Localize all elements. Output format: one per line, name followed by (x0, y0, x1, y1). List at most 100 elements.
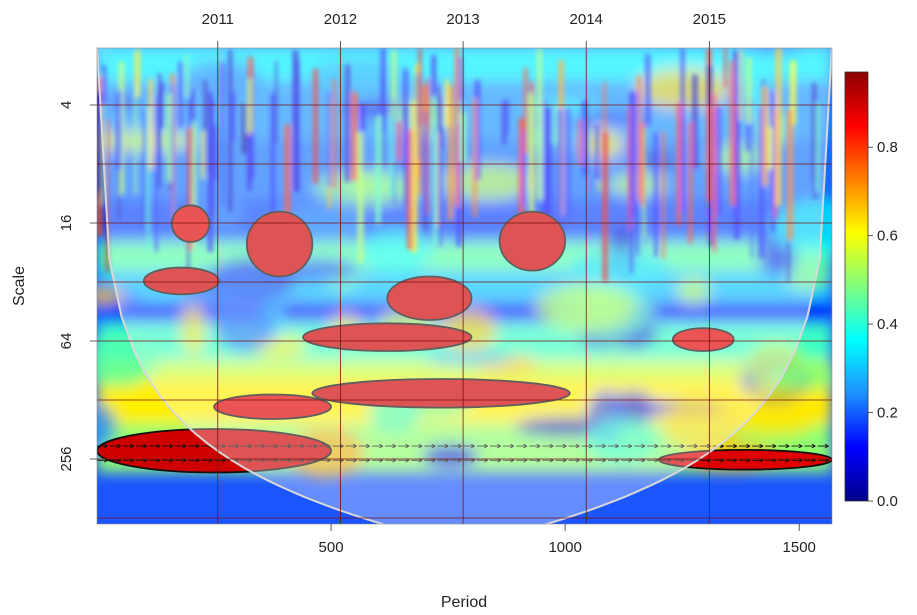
power-streak (101, 65, 106, 106)
colorbar-tick-label: 0.0 (877, 493, 898, 510)
power-streak (595, 122, 600, 182)
power-streak (147, 107, 150, 253)
power-streak (345, 64, 350, 183)
power-streak (713, 94, 716, 252)
y-tick-label: 4 (58, 101, 75, 109)
power-streak (692, 74, 698, 170)
region-band-low-right (657, 448, 832, 471)
power-streak (553, 104, 557, 144)
power-streak (117, 89, 122, 172)
colorbar-tick-label: 0.4 (877, 316, 898, 333)
colorbar: 0.0 0.2 0.4 0.6 0.8 (844, 71, 898, 510)
power-streak (662, 131, 665, 259)
power-streak (185, 53, 189, 97)
colorbar-tick-label: 0.6 (877, 228, 898, 245)
power-streak (250, 130, 254, 179)
power-patch (581, 130, 623, 159)
power-patch (421, 443, 479, 470)
region-band-scale-1024 (97, 545, 832, 577)
top-axis: 2011 2012 2013 2014 2015 (202, 11, 726, 48)
grid-lines (97, 48, 832, 524)
top-tick-label: 2011 (202, 11, 234, 28)
power-streak (688, 121, 693, 245)
power-streak (97, 92, 100, 134)
power-streak (602, 131, 608, 283)
power-patch (97, 404, 117, 449)
power-streak (716, 106, 721, 216)
region-blob-2012-64 (302, 322, 473, 352)
power-patch (97, 334, 159, 387)
power-streak (375, 115, 381, 225)
power-streak (157, 73, 162, 189)
power-streak (211, 98, 215, 217)
power-streak (407, 128, 413, 251)
power-streak (247, 79, 251, 133)
power-streak (228, 49, 233, 213)
region-blob-2013-18 (498, 210, 567, 272)
power-patch (420, 212, 522, 228)
power-streak (424, 111, 427, 232)
top-tick-label: 2013 (446, 11, 479, 28)
power-patch (570, 248, 670, 286)
y-tick-label: 256 (58, 446, 75, 471)
power-fine-structure (97, 48, 820, 290)
power-streak (332, 78, 336, 189)
y-tick-label: 16 (58, 215, 75, 232)
power-streak (676, 102, 681, 227)
power-streak (746, 57, 752, 124)
power-patch (109, 94, 140, 111)
power-streak (816, 103, 820, 192)
y-axis-title: Scale (11, 266, 28, 306)
power-streak (640, 122, 645, 207)
power-streak (426, 78, 430, 214)
power-streak (203, 80, 208, 174)
power-patch (787, 268, 832, 291)
power-streak (392, 98, 395, 204)
power-streak (357, 132, 364, 264)
power-streak (654, 131, 658, 258)
power-streak (403, 68, 408, 169)
power-patch (181, 304, 205, 356)
power-streak (542, 98, 546, 237)
region-blob-2011-24 (245, 210, 314, 278)
colorbar-tick-label: 0.2 (877, 405, 898, 422)
region-blob-2010-16 (171, 204, 211, 243)
power-streak (313, 68, 318, 184)
power-streak (440, 95, 444, 150)
power-patch (770, 199, 832, 255)
power-streak (635, 91, 639, 256)
power-streak (734, 108, 740, 240)
power-streak (438, 85, 442, 247)
power-streak (787, 108, 793, 241)
region-blob-2013-40 (386, 275, 473, 321)
power-streak (201, 131, 205, 180)
power-streak (433, 133, 437, 246)
power-streak (724, 48, 727, 88)
power-streak (448, 85, 453, 221)
power-streak (730, 60, 734, 206)
x-tick-label: 500 (319, 539, 344, 556)
plot-area (97, 48, 832, 577)
region-blob-2015-60 (671, 327, 735, 352)
colorbar-gradient (844, 71, 869, 502)
power-streak (524, 67, 528, 155)
power-streak (166, 93, 172, 182)
x-tick-label: 1500 (783, 539, 816, 556)
power-patch (661, 396, 743, 452)
region-blob-2010-32 (142, 266, 220, 296)
power-streak (545, 107, 552, 232)
power-streak (750, 97, 753, 259)
y-tick-label: 64 (58, 333, 75, 350)
power-streak (680, 119, 683, 161)
x-axis-title: Period (441, 594, 487, 611)
power-streak (529, 93, 534, 218)
power-streak (351, 91, 358, 182)
power-streak (380, 48, 386, 135)
cone-of-influence-shading (97, 48, 832, 524)
power-streak (431, 54, 437, 97)
x-tick-label: 1000 (548, 539, 581, 556)
power-streak (578, 119, 582, 165)
power-streak (284, 124, 291, 240)
power-patch (724, 385, 825, 438)
